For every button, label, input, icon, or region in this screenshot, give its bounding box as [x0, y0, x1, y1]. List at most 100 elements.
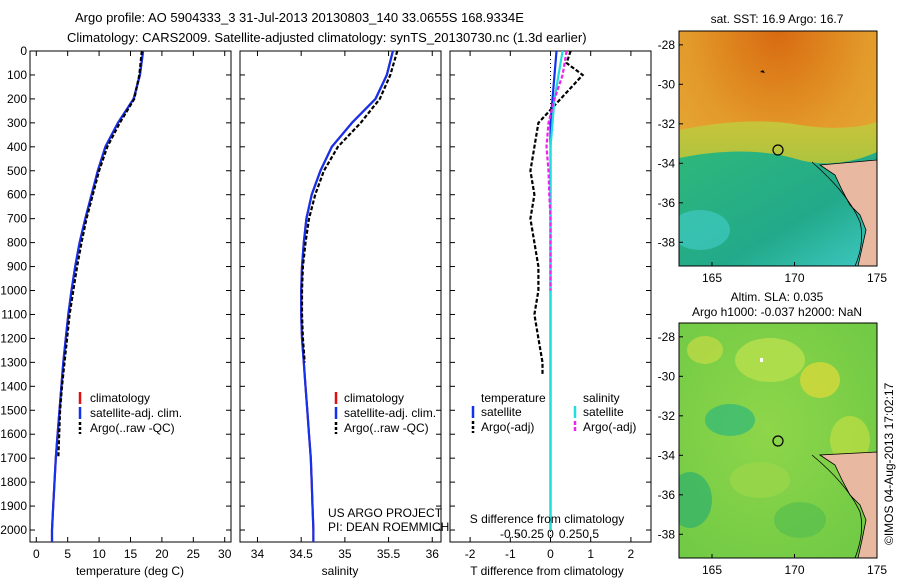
legend-t-satellite-label: satellite: [481, 405, 522, 419]
map-y-tick-label: -32: [658, 409, 676, 423]
x-top-tick-label: 0.25: [559, 527, 583, 541]
difference-panel: -2 -1 0 1 2 -0.5-0.25 0 0.25 0.5: [450, 50, 651, 561]
temperature-legend: climatology satellite-adj. clim. Argo(..…: [78, 391, 182, 435]
series-line-climatology: [50, 50, 145, 542]
sla-map-title-line2: Argo h1000: -0.037 h2000: NaN: [692, 305, 862, 319]
timestamp: ©IMOS 04-Aug-2013 17:02:17: [882, 382, 896, 545]
sst-map-image: [679, 31, 877, 266]
y-tick-label: 0: [20, 44, 27, 58]
map-y-tick-label: -36: [658, 488, 676, 502]
series-line-satellite-adj-clim-: [300, 50, 394, 542]
difference-legend: temperature salinity satellite satellite…: [471, 391, 636, 434]
difference-xlabel: T difference from climatology: [470, 564, 624, 578]
salinity-legend: climatology satellite-adj. clim. Argo(..…: [334, 391, 436, 435]
x-tick-label: 20: [155, 547, 169, 561]
temperature-panel-frame: [29, 50, 232, 543]
series-line-satellite-adj-clim-: [50, 50, 145, 542]
y-tick-label: 1500: [0, 403, 27, 417]
y-tick-label: 1300: [0, 355, 27, 369]
map-y-tick-label: -38: [658, 527, 676, 541]
temperature-panel: 0 5 10 15 20 25 300100200300400500600700800900…: [0, 44, 231, 561]
sst-map-title: sat. SST: 16.9 Argo: 16.7: [711, 12, 844, 26]
salinity-xlabel: salinity: [322, 564, 359, 578]
project-line2: PI: DEAN ROEMMICH: [328, 520, 449, 534]
y-tick-label: 1900: [0, 499, 27, 513]
legend-satellite-label: satellite-adj. clim.: [90, 406, 182, 420]
map-x-tick-label: 170: [784, 563, 804, 577]
map-y-tick-label: -38: [658, 235, 676, 249]
project-line1: US ARGO PROJECT: [328, 506, 443, 520]
x-top-tick-label: 0: [547, 527, 554, 541]
sst-map-ticks: 165 170 175 -28 -30 -32 -34 -36 -38: [658, 38, 888, 285]
legend-argo-label: Argo(..raw -QC): [90, 421, 175, 435]
x-tick-label: 34: [251, 547, 265, 561]
x-tick-label: 35: [338, 547, 352, 561]
map-x-tick-label: 175: [867, 563, 887, 577]
x-tick-label: 0: [33, 547, 40, 561]
map-y-tick-label: -34: [658, 448, 676, 462]
y-tick-label: 1400: [0, 379, 27, 393]
sla-map-title-line1: Altim. SLA: 0.035: [731, 290, 824, 304]
x-tick-label: 2: [628, 547, 635, 561]
y-tick-label: 200: [7, 92, 27, 106]
x-tick-label: 35.5: [377, 547, 401, 561]
y-tick-label: 2000: [0, 523, 27, 537]
header-line2: Climatology: CARS2009. Satellite-adjuste…: [67, 30, 587, 45]
x-tick-label: 5: [64, 547, 71, 561]
map-y-tick-label: -30: [658, 77, 676, 91]
salinity-panel: 34 34.5 35 35.5 36: [240, 50, 441, 561]
sst-map-frame: [678, 30, 878, 267]
x-top-tick-label: 0.5: [582, 527, 599, 541]
map-x-tick-label: 170: [784, 271, 804, 285]
series-line-salinity-argo-adj-: [545, 50, 568, 291]
map-x-tick-label: 175: [867, 271, 887, 285]
series-line-climatology: [300, 50, 394, 542]
salinity-panel-frame: [239, 50, 442, 543]
y-tick-label: 500: [7, 164, 27, 178]
x-tick-label: 30: [218, 547, 232, 561]
x-top-tick-label: -0.5: [500, 527, 521, 541]
legend-salinity-title: salinity: [583, 391, 620, 405]
legend-satellite-label: satellite-adj. clim.: [344, 406, 436, 420]
x-top-tick-label: -0.25: [517, 527, 545, 541]
series-line-argo-raw-qc-: [300, 50, 399, 363]
x-tick-label: 25: [187, 547, 201, 561]
x-tick-label: 0: [547, 547, 554, 561]
series-line-salinity-satellite: [549, 50, 564, 530]
y-tick-label: 1700: [0, 451, 27, 465]
map-y-tick-label: -36: [658, 196, 676, 210]
sla-map-image: [679, 323, 877, 558]
map-y-tick-label: -28: [658, 330, 676, 344]
y-tick-label: 100: [7, 68, 27, 82]
series-line-argo-raw-qc-: [57, 50, 143, 459]
x-tick-label: 1: [587, 547, 594, 561]
y-tick-label: 400: [7, 140, 27, 154]
y-tick-label: 1100: [1, 307, 27, 321]
argo-location-marker-sla: [772, 435, 784, 447]
argo-location-marker-sst: [772, 144, 784, 156]
map-x-tick-label: 165: [702, 563, 722, 577]
x-tick-label: -1: [505, 547, 516, 561]
legend-s-satellite-label: satellite: [583, 405, 624, 419]
y-tick-label: 600: [7, 188, 27, 202]
series-line-temperature-argo-adj-: [529, 50, 585, 375]
legend-climatology-label: climatology: [344, 391, 404, 405]
map-y-tick-label: -34: [658, 156, 676, 170]
y-tick-label: 1600: [0, 427, 27, 441]
header-line1: Argo profile: AO 5904333_3 31-Jul-2013 2…: [75, 10, 524, 25]
difference-xlabel-top: S difference from climatology: [470, 512, 625, 526]
y-tick-label: 700: [7, 212, 27, 226]
y-tick-label: 1800: [0, 475, 27, 489]
temperature-xlabel: temperature (deg C): [76, 564, 184, 578]
map-y-tick-label: -28: [658, 38, 676, 52]
y-tick-label: 300: [7, 116, 27, 130]
sla-map-frame: [678, 322, 878, 559]
y-tick-label: 1200: [0, 331, 27, 345]
y-tick-label: 800: [7, 236, 27, 250]
legend-s-argo-label: Argo(-adj): [583, 420, 636, 434]
y-tick-label: 900: [7, 260, 27, 274]
map-x-tick-label: 165: [702, 271, 722, 285]
legend-climatology-label: climatology: [90, 391, 150, 405]
x-tick-label: 10: [92, 547, 106, 561]
